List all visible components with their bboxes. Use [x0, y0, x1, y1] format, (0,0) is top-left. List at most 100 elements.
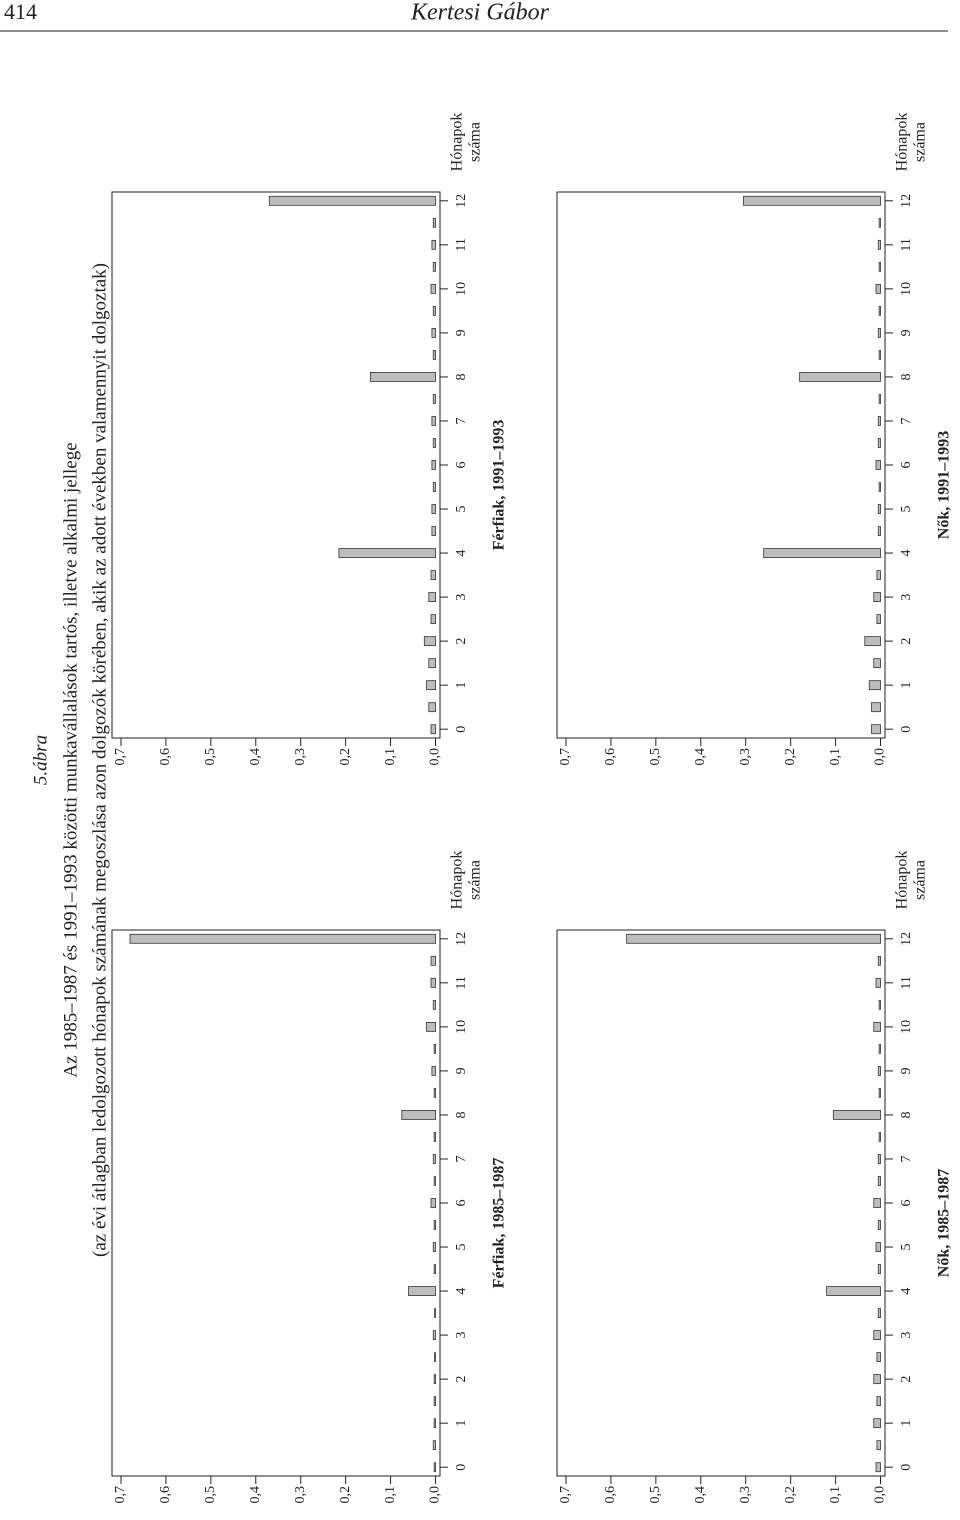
- bar: [433, 1176, 436, 1186]
- y-tick-label: 0,1: [828, 748, 843, 766]
- bar: [428, 658, 436, 669]
- x-axis-label: száma: [467, 860, 484, 900]
- bar: [426, 1021, 436, 1032]
- x-axis-label: száma: [467, 122, 484, 162]
- x-tick-label: 12: [454, 932, 469, 946]
- chart-title: Férfiak, 1985–1987: [491, 1158, 508, 1289]
- plot-frame: [111, 929, 441, 1477]
- bar: [877, 416, 881, 426]
- x-axis-label: száma: [912, 122, 929, 162]
- bar: [431, 460, 436, 470]
- y-tick-label: 0,4: [248, 1486, 263, 1504]
- bar: [873, 1374, 881, 1385]
- bar: [832, 1110, 881, 1120]
- bar: [877, 1176, 881, 1186]
- bar: [875, 283, 881, 294]
- bar: [423, 636, 436, 647]
- x-tick-label: 12: [899, 194, 914, 208]
- x-tick-label: 3: [454, 594, 469, 601]
- x-tick-label: 10: [899, 1020, 914, 1034]
- bar: [868, 680, 881, 691]
- bar: [799, 372, 881, 382]
- x-tick-label: 0: [454, 1464, 469, 1471]
- bar: [876, 1396, 881, 1407]
- bar: [878, 394, 881, 404]
- x-tick-label: 2: [454, 1376, 469, 1383]
- y-tick-label: 0,2: [338, 748, 353, 766]
- x-tick-label: 4: [899, 550, 914, 557]
- bar: [432, 1330, 436, 1340]
- figure-label: 5.ábra: [30, 735, 51, 785]
- x-tick-label: 2: [899, 638, 914, 645]
- bar: [873, 1198, 881, 1208]
- y-tick-label: 0,0: [428, 1486, 443, 1504]
- bar: [434, 1352, 436, 1363]
- running-head: Kertesi Gábor: [410, 0, 550, 26]
- x-tick-label: 8: [454, 1111, 469, 1118]
- figure-subtitle: (az évi átlagban ledolgozott hónapok szá…: [89, 263, 110, 1257]
- x-axis-label: száma: [912, 860, 929, 900]
- x-tick-label: 5: [899, 1244, 914, 1251]
- y-tick-label: 0,5: [203, 1486, 218, 1504]
- x-tick-label: 2: [454, 638, 469, 645]
- y-tick-label: 0,7: [113, 1486, 128, 1504]
- y-tick-label: 0,3: [738, 748, 753, 766]
- bar: [338, 548, 436, 558]
- bar: [428, 592, 436, 602]
- x-tick-label: 3: [899, 594, 914, 601]
- x-tick-label: 4: [454, 1288, 469, 1295]
- bar: [430, 724, 436, 735]
- x-tick-label: 10: [454, 1020, 469, 1034]
- y-tick-label: 0,3: [293, 1486, 308, 1504]
- bar: [826, 1286, 881, 1296]
- x-tick-label: 6: [454, 1200, 469, 1207]
- bar: [408, 1286, 436, 1296]
- chart-title: Férfiak, 1991–1993: [491, 420, 508, 551]
- page-number: 414: [4, 0, 37, 24]
- x-tick-label: 8: [454, 373, 469, 380]
- bar: [432, 1154, 436, 1164]
- y-tick-label: 0,3: [738, 1486, 753, 1504]
- bar: [877, 526, 881, 536]
- x-axis-label: Hónapok: [894, 113, 911, 172]
- y-tick-label: 0,6: [603, 1486, 618, 1504]
- x-tick-label: 1: [454, 682, 469, 689]
- y-tick-label: 0,0: [873, 748, 888, 766]
- bar: [876, 1352, 881, 1363]
- bar: [433, 1418, 436, 1429]
- bar: [431, 504, 436, 514]
- y-tick-label: 0,7: [113, 748, 128, 766]
- x-tick-label: 9: [899, 1067, 914, 1074]
- x-axis-label: Hónapok: [894, 851, 911, 910]
- x-tick-label: 8: [899, 1111, 914, 1118]
- x-tick-label: 5: [454, 506, 469, 513]
- x-tick-label: 7: [454, 1155, 469, 1162]
- bar: [432, 438, 436, 448]
- bar: [432, 261, 436, 272]
- bar: [871, 702, 881, 713]
- y-tick-label: 0,1: [383, 1486, 398, 1504]
- bar: [426, 680, 436, 691]
- bar: [431, 239, 436, 250]
- bar: [875, 977, 881, 988]
- y-tick-label: 0,0: [873, 1486, 888, 1504]
- x-tick-label: 12: [899, 932, 914, 946]
- bar: [877, 955, 881, 966]
- bar: [431, 328, 436, 338]
- x-tick-label: 1: [899, 1420, 914, 1427]
- bar: [878, 1088, 881, 1098]
- bar: [432, 350, 436, 360]
- x-tick-label: 7: [899, 417, 914, 424]
- bar: [433, 1043, 436, 1054]
- bar: [873, 1418, 881, 1429]
- x-tick-label: 10: [454, 282, 469, 296]
- x-tick-label: 11: [899, 976, 914, 989]
- x-tick-label: 12: [454, 194, 469, 208]
- bar: [430, 614, 436, 625]
- bar: [432, 1242, 436, 1252]
- bar: [428, 702, 436, 713]
- bar: [864, 636, 881, 647]
- bar: [875, 1242, 881, 1252]
- x-tick-label: 4: [454, 550, 469, 557]
- bar: [433, 1374, 436, 1385]
